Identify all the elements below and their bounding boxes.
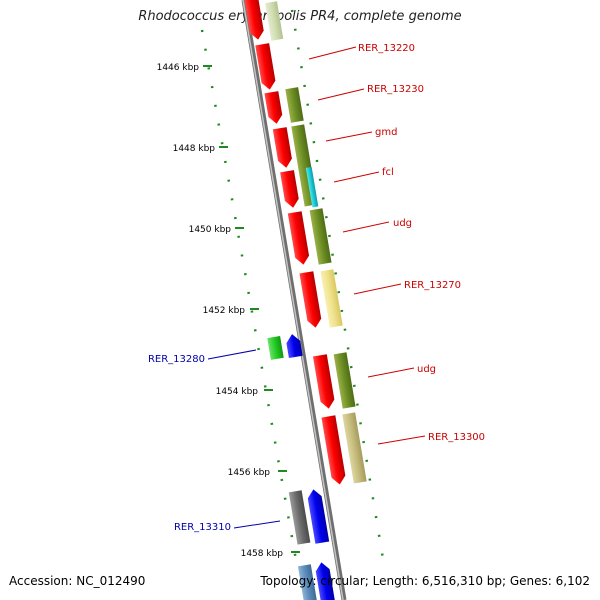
gene-block[interactable] (342, 412, 367, 484)
gene-label[interactable]: udg (417, 364, 436, 375)
gene-block[interactable] (320, 269, 343, 328)
gene-block[interactable] (265, 1, 284, 41)
tick-label: 1450 kbp (189, 225, 232, 235)
gene-block[interactable] (309, 208, 332, 265)
gene-label[interactable]: RER_13270 (404, 280, 461, 291)
tick-label: 1454 kbp (216, 387, 259, 397)
gene-block[interactable] (285, 87, 304, 123)
tick-label: 1456 kbp (228, 468, 271, 478)
reverse-strand-genes (242, 0, 346, 485)
gene-arrow[interactable] (312, 354, 336, 410)
gene-label[interactable]: RER_13280 (148, 354, 205, 365)
map-title: Rhodococcus erythropolis PR4, complete g… (138, 9, 462, 24)
gene-arrow[interactable] (272, 127, 293, 169)
label-connectors (207, 46, 426, 529)
gene-arrow[interactable] (306, 488, 330, 544)
inner-genes (267, 333, 338, 600)
forward-strand-genes (265, 1, 367, 484)
gene-block[interactable] (267, 335, 284, 360)
gene-label[interactable]: RER_13300 (428, 432, 485, 443)
tick-label: 1446 kbp (157, 63, 200, 73)
gene-labels: RER_13220 RER_13230 gmd fcl udg RER_1327… (148, 43, 485, 533)
tick-label: 1452 kbp (203, 306, 246, 316)
gene-arrow[interactable] (314, 561, 338, 600)
gene-arrow[interactable] (242, 0, 265, 41)
gene-arrow[interactable] (255, 43, 276, 91)
gene-block[interactable] (288, 490, 311, 545)
gene-arrow[interactable] (285, 333, 303, 359)
backbone (241, 0, 347, 600)
tick-label: 1448 kbp (173, 144, 216, 154)
gene-arrow[interactable] (280, 170, 300, 209)
gene-arrow[interactable] (299, 271, 322, 329)
genome-stats-text: Topology: circular; Length: 6,516,310 bp… (260, 574, 590, 588)
gene-block[interactable] (297, 564, 320, 600)
tick-label: 1458 kbp (241, 549, 284, 559)
gene-block[interactable] (305, 166, 319, 208)
inner-ring (200, 29, 298, 561)
gene-label[interactable]: fcl (382, 167, 394, 178)
gene-block[interactable] (333, 352, 356, 409)
gene-label[interactable]: RER_13230 (367, 84, 424, 95)
gene-label[interactable]: gmd (375, 127, 397, 138)
gene-arrow[interactable] (287, 211, 311, 266)
gene-arrow[interactable] (321, 415, 346, 485)
accession-text: Accession: NC_012490 (9, 574, 146, 588)
gene-label[interactable]: udg (393, 218, 412, 229)
gene-arrow[interactable] (264, 91, 283, 125)
gene-label[interactable]: RER_13220 (358, 43, 415, 54)
gene-label[interactable]: RER_13310 (174, 522, 231, 533)
axis-tick-labels: 1446 kbp 1448 kbp 1450 kbp 1452 kbp 1454… (157, 63, 284, 559)
axis-ticks (203, 65, 300, 553)
